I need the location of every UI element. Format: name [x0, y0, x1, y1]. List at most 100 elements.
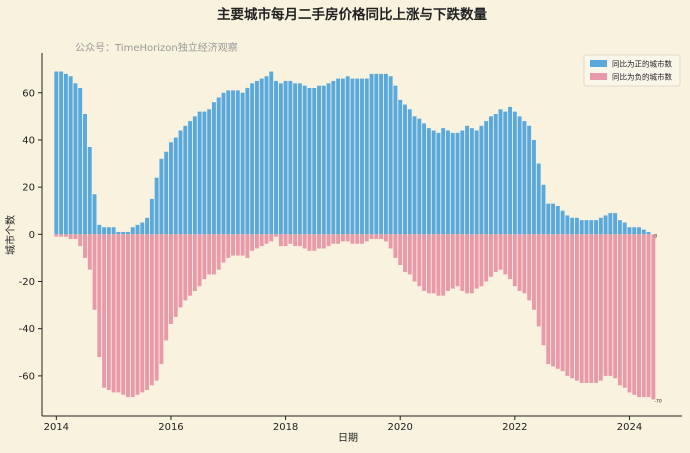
bar-positive: [340, 78, 345, 235]
bar-positive: [393, 85, 398, 235]
bar-negative: [379, 234, 384, 240]
bar-positive: [450, 132, 455, 235]
bar-negative: [106, 234, 111, 391]
bar-negative: [73, 234, 78, 240]
bar-negative: [570, 234, 575, 379]
bar-positive: [383, 73, 388, 235]
bar-positive: [369, 73, 374, 235]
bar-negative: [345, 234, 350, 242]
bar-positive: [598, 217, 603, 235]
bar-negative: [259, 234, 264, 247]
bar-negative: [288, 234, 293, 244]
bar-positive: [379, 73, 384, 235]
value-annotation: -70: [654, 398, 661, 404]
y-tick-label: 0: [29, 230, 35, 241]
bar-negative: [498, 234, 503, 270]
bar-negative: [651, 234, 656, 400]
bar-negative: [126, 234, 130, 398]
bar-positive: [489, 116, 493, 235]
bar-negative: [326, 234, 331, 247]
bar-positive: [245, 88, 250, 235]
bar-negative: [102, 234, 107, 388]
bar-positive: [169, 142, 173, 235]
bar-negative: [479, 234, 484, 287]
bar-negative: [264, 234, 269, 244]
bar-negative: [584, 234, 589, 383]
bar-positive: [508, 106, 513, 235]
bar-positive: [63, 73, 68, 235]
bar-negative: [173, 234, 178, 317]
bar-positive: [288, 80, 293, 235]
bar-positive: [192, 116, 197, 235]
bar-positive: [431, 130, 436, 235]
y-tick-label: 20: [22, 183, 35, 194]
bar-negative: [503, 234, 508, 275]
bar-negative: [484, 234, 489, 282]
bar-negative: [441, 234, 446, 296]
bar-negative: [374, 234, 379, 240]
bar-positive: [259, 78, 264, 235]
value-annotation: 0: [654, 233, 657, 239]
bar-negative: [565, 234, 570, 376]
bar-negative: [369, 234, 374, 240]
bar-negative: [355, 234, 360, 244]
bar-positive: [493, 113, 498, 235]
bar-negative: [149, 234, 154, 386]
bar-negative: [111, 234, 116, 393]
bar-positive: [579, 220, 584, 235]
bar-positive: [269, 71, 274, 235]
bar-positive: [135, 224, 140, 235]
bar-negative: [574, 234, 579, 381]
bar-negative: [489, 234, 493, 277]
bar-negative: [431, 234, 436, 294]
bar-negative: [283, 234, 288, 247]
bar-negative: [63, 234, 68, 237]
bar-positive: [140, 222, 145, 235]
bar-negative: [393, 234, 398, 258]
bar-negative: [121, 234, 126, 395]
bar-positive: [326, 83, 331, 235]
bar-negative: [68, 234, 73, 240]
bar-negative: [183, 234, 188, 301]
bar-negative: [312, 234, 317, 251]
bar-positive: [121, 231, 126, 235]
bar-negative: [216, 234, 221, 270]
legend: 同比为正的城市数 同比为负的城市数: [583, 54, 681, 87]
bar-positive: [541, 184, 546, 235]
bar-positive: [436, 132, 441, 235]
bar-positive: [188, 121, 193, 235]
bar-positive: [474, 130, 479, 235]
bar-positive: [126, 231, 130, 235]
x-tick-label: 2014: [44, 422, 69, 433]
bar-negative: [527, 234, 532, 301]
bar-negative: [92, 234, 97, 310]
bar-negative: [240, 234, 245, 256]
bar-negative: [145, 234, 150, 391]
bar-positive: [465, 125, 470, 235]
bar-negative: [254, 234, 259, 249]
bar-positive: [622, 222, 627, 235]
bar-positive: [97, 224, 102, 235]
bar-positive: [235, 90, 240, 235]
bar-positive: [608, 213, 613, 235]
bar-positive: [641, 229, 646, 235]
bar-negative: [608, 234, 613, 376]
bar-positive: [441, 128, 446, 235]
bar-positive: [527, 125, 532, 235]
bar-negative: [278, 234, 283, 247]
bar-negative: [78, 234, 83, 247]
bar-positive: [68, 76, 73, 235]
bar-positive: [355, 78, 360, 235]
bar-positive: [417, 118, 422, 235]
bar-negative: [579, 234, 584, 383]
bar-negative: [159, 234, 164, 365]
bar-negative: [522, 234, 527, 294]
bar-negative: [403, 234, 407, 273]
bar-positive: [73, 83, 78, 235]
bar-negative: [135, 234, 140, 395]
bar-positive: [207, 109, 212, 235]
x-axis-label: 日期: [338, 432, 358, 444]
y-tick-label: 60: [22, 88, 35, 99]
